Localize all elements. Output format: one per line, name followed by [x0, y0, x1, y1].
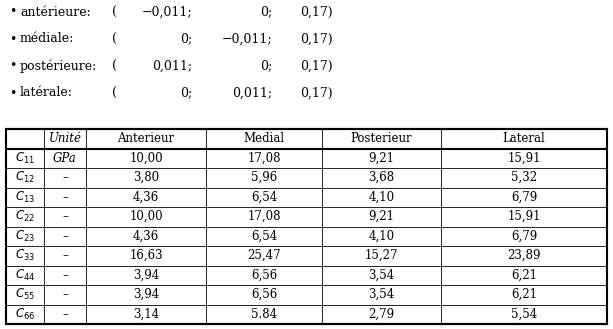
- Text: GPa: GPa: [53, 152, 77, 165]
- Text: 0,17): 0,17): [300, 60, 333, 72]
- Text: $C_{22}$: $C_{22}$: [15, 209, 35, 224]
- Text: 17,08: 17,08: [247, 210, 281, 223]
- Text: –: –: [62, 230, 68, 243]
- Text: –: –: [62, 308, 68, 321]
- Text: (: (: [112, 33, 117, 45]
- Text: 25,47: 25,47: [247, 249, 281, 262]
- Text: 0;: 0;: [180, 33, 192, 45]
- Text: –: –: [62, 269, 68, 282]
- Text: Unité: Unité: [48, 132, 82, 145]
- Text: 6,56: 6,56: [251, 269, 277, 282]
- Text: •: •: [9, 60, 17, 72]
- Text: 10,00: 10,00: [129, 152, 163, 165]
- Text: Medial: Medial: [243, 132, 284, 145]
- Text: 3,68: 3,68: [368, 171, 395, 184]
- Text: 10,00: 10,00: [129, 210, 163, 223]
- Text: 6,21: 6,21: [511, 288, 537, 301]
- Text: 0,17): 0,17): [300, 6, 333, 18]
- Text: 15,91: 15,91: [507, 210, 541, 223]
- Text: 4,10: 4,10: [368, 191, 395, 204]
- Text: 9,21: 9,21: [368, 210, 395, 223]
- Text: 0,17): 0,17): [300, 33, 333, 45]
- Text: $C_{23}$: $C_{23}$: [15, 229, 35, 244]
- Text: 0;: 0;: [260, 6, 272, 18]
- Text: −0,011;: −0,011;: [221, 33, 272, 45]
- Text: (: (: [112, 87, 117, 99]
- Text: –: –: [62, 249, 68, 262]
- Text: 6,56: 6,56: [251, 288, 277, 301]
- Text: 6,79: 6,79: [511, 230, 537, 243]
- Text: 4,36: 4,36: [133, 230, 159, 243]
- Text: 5.84: 5.84: [251, 308, 277, 321]
- Text: 3,54: 3,54: [368, 269, 395, 282]
- Text: 3,94: 3,94: [133, 288, 159, 301]
- Text: −0,011;: −0,011;: [142, 6, 192, 18]
- Text: 3,94: 3,94: [133, 269, 159, 282]
- Text: $C_{33}$: $C_{33}$: [15, 248, 35, 263]
- Text: •: •: [9, 87, 17, 99]
- Text: 6,79: 6,79: [511, 191, 537, 204]
- Text: 17,08: 17,08: [247, 152, 281, 165]
- Text: 3,54: 3,54: [368, 288, 395, 301]
- Text: 23,89: 23,89: [507, 249, 541, 262]
- Bar: [6, 129, 607, 324]
- Text: –: –: [62, 210, 68, 223]
- Text: postérieure:: postérieure:: [20, 59, 97, 73]
- Text: •: •: [9, 6, 17, 18]
- Text: –: –: [62, 191, 68, 204]
- Text: $C_{55}$: $C_{55}$: [15, 287, 35, 302]
- Text: $C_{13}$: $C_{13}$: [15, 190, 35, 205]
- Text: –: –: [62, 171, 68, 184]
- Text: 0,17): 0,17): [300, 87, 333, 99]
- Text: –: –: [62, 288, 68, 301]
- Text: •: •: [9, 33, 17, 45]
- Text: latérale:: latérale:: [20, 87, 73, 99]
- Text: $C_{44}$: $C_{44}$: [15, 268, 35, 283]
- Text: 2,79: 2,79: [368, 308, 395, 321]
- Text: médiale:: médiale:: [20, 33, 74, 45]
- Text: 0,011;: 0,011;: [232, 87, 272, 99]
- Text: 16,63: 16,63: [129, 249, 163, 262]
- Text: 5,32: 5,32: [511, 171, 537, 184]
- Text: antérieure:: antérieure:: [20, 6, 91, 18]
- Text: Anterieur: Anterieur: [118, 132, 175, 145]
- Text: Posterieur: Posterieur: [351, 132, 413, 145]
- Text: 0;: 0;: [180, 87, 192, 99]
- Text: (: (: [112, 60, 117, 72]
- Text: 3,14: 3,14: [133, 308, 159, 321]
- Text: 4,36: 4,36: [133, 191, 159, 204]
- Text: 6,21: 6,21: [511, 269, 537, 282]
- Text: 15,27: 15,27: [365, 249, 398, 262]
- Text: $C_{66}$: $C_{66}$: [15, 307, 35, 322]
- Text: 0;: 0;: [260, 60, 272, 72]
- Text: $C_{11}$: $C_{11}$: [15, 151, 35, 166]
- Text: 5,96: 5,96: [251, 171, 277, 184]
- Text: Lateral: Lateral: [503, 132, 546, 145]
- Text: 15,91: 15,91: [507, 152, 541, 165]
- Text: (: (: [112, 6, 117, 18]
- Text: 6,54: 6,54: [251, 230, 277, 243]
- Text: 5,54: 5,54: [511, 308, 537, 321]
- Text: 9,21: 9,21: [368, 152, 395, 165]
- Text: 0,011;: 0,011;: [152, 60, 192, 72]
- Text: $C_{12}$: $C_{12}$: [15, 170, 35, 185]
- Text: 4,10: 4,10: [368, 230, 395, 243]
- Text: 3,80: 3,80: [133, 171, 159, 184]
- Text: 6,54: 6,54: [251, 191, 277, 204]
